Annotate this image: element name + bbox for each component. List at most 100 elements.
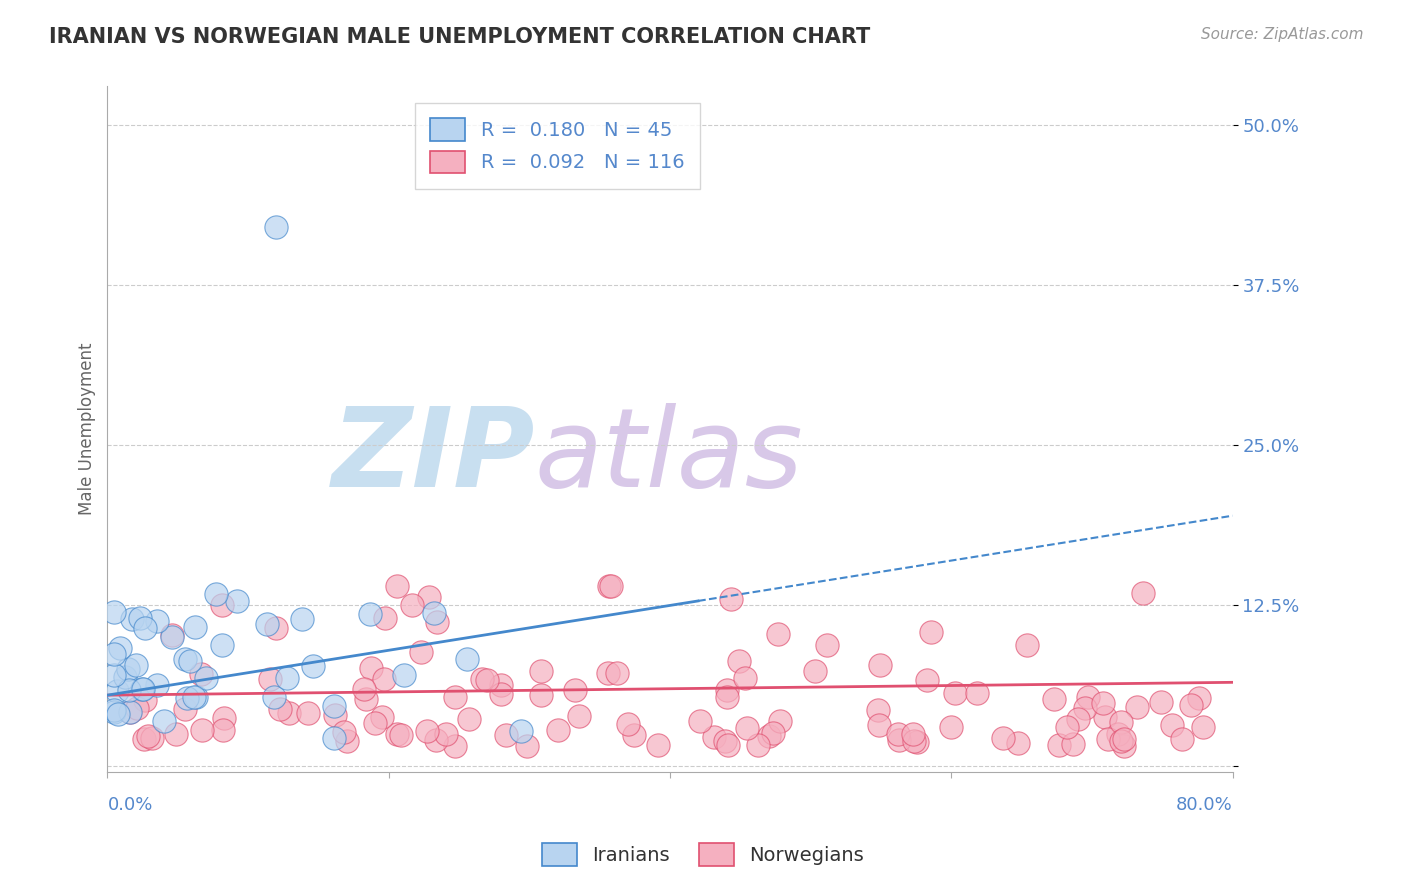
Point (758, 729, 780, 743)
Point (1077, 690, 1099, 705)
Point (434, 727, 457, 741)
Point (385, 579, 408, 593)
Point (747, 738, 769, 752)
Point (596, 665, 619, 680)
Point (939, 720, 962, 734)
Point (114, 670, 136, 684)
Point (901, 727, 924, 741)
Point (264, 220, 287, 235)
Point (762, 726, 785, 740)
Text: 80.0%: 80.0% (1175, 797, 1233, 814)
Point (211, 598, 233, 612)
Point (418, 591, 440, 605)
Point (302, 659, 325, 673)
Text: atlas: atlas (534, 403, 804, 510)
Point (903, 734, 925, 748)
Point (105, 684, 128, 698)
Point (714, 734, 737, 748)
Point (815, 638, 838, 652)
Point (703, 730, 725, 744)
Point (333, 724, 356, 739)
Point (1047, 739, 1070, 753)
Point (125, 700, 148, 714)
Point (1107, 726, 1129, 740)
Point (132, 732, 155, 747)
Point (416, 723, 439, 738)
Point (184, 620, 207, 634)
Point (1191, 720, 1213, 734)
Point (689, 714, 711, 728)
Text: IRANIAN VS NORWEGIAN MALE UNEMPLOYMENT CORRELATION CHART: IRANIAN VS NORWEGIAN MALE UNEMPLOYMENT C… (49, 27, 870, 46)
Point (394, 668, 416, 682)
Point (103, 605, 125, 619)
Point (146, 615, 169, 629)
Point (1180, 698, 1202, 712)
Point (606, 666, 628, 681)
Point (141, 731, 163, 745)
Point (374, 611, 396, 625)
Point (173, 652, 195, 666)
Point (905, 735, 928, 749)
Point (145, 678, 167, 692)
Point (456, 652, 478, 666)
Point (263, 690, 285, 705)
Point (174, 702, 197, 716)
Point (183, 690, 205, 705)
Point (269, 701, 291, 715)
Point (103, 704, 125, 718)
Point (489, 687, 512, 701)
Point (716, 738, 738, 752)
Point (564, 682, 586, 697)
Point (264, 621, 287, 635)
Point (278, 706, 301, 721)
Point (359, 607, 381, 622)
Point (184, 690, 207, 704)
Point (530, 664, 553, 678)
Point (516, 739, 538, 753)
Point (194, 672, 217, 686)
Point (599, 579, 621, 593)
Point (125, 657, 148, 672)
Point (423, 606, 446, 620)
Point (769, 714, 792, 728)
Point (152, 714, 174, 729)
Point (489, 678, 512, 692)
Point (291, 612, 314, 626)
Point (212, 711, 235, 725)
Point (869, 657, 891, 672)
Point (256, 617, 278, 632)
Point (103, 647, 125, 661)
Point (991, 731, 1014, 745)
Point (457, 712, 479, 726)
Point (373, 672, 395, 686)
Point (162, 628, 184, 642)
Point (176, 690, 198, 705)
Point (1056, 721, 1078, 735)
Point (120, 705, 142, 719)
Point (1109, 734, 1132, 748)
Point (259, 672, 281, 686)
Point (162, 630, 184, 644)
Point (1094, 709, 1116, 723)
Point (226, 594, 249, 608)
Point (118, 705, 141, 719)
Point (425, 733, 447, 747)
Point (804, 665, 827, 679)
Point (1043, 692, 1066, 706)
Point (121, 612, 143, 626)
Point (211, 638, 233, 652)
Point (768, 626, 790, 640)
Point (495, 728, 517, 742)
Point (920, 624, 942, 639)
Point (547, 723, 569, 737)
Point (1161, 718, 1184, 732)
Point (190, 666, 212, 681)
Point (568, 709, 591, 723)
Point (647, 738, 669, 752)
Point (204, 587, 226, 601)
Point (444, 739, 467, 753)
Point (510, 723, 533, 738)
Point (179, 654, 201, 668)
Point (1126, 700, 1149, 714)
Point (1017, 638, 1039, 652)
